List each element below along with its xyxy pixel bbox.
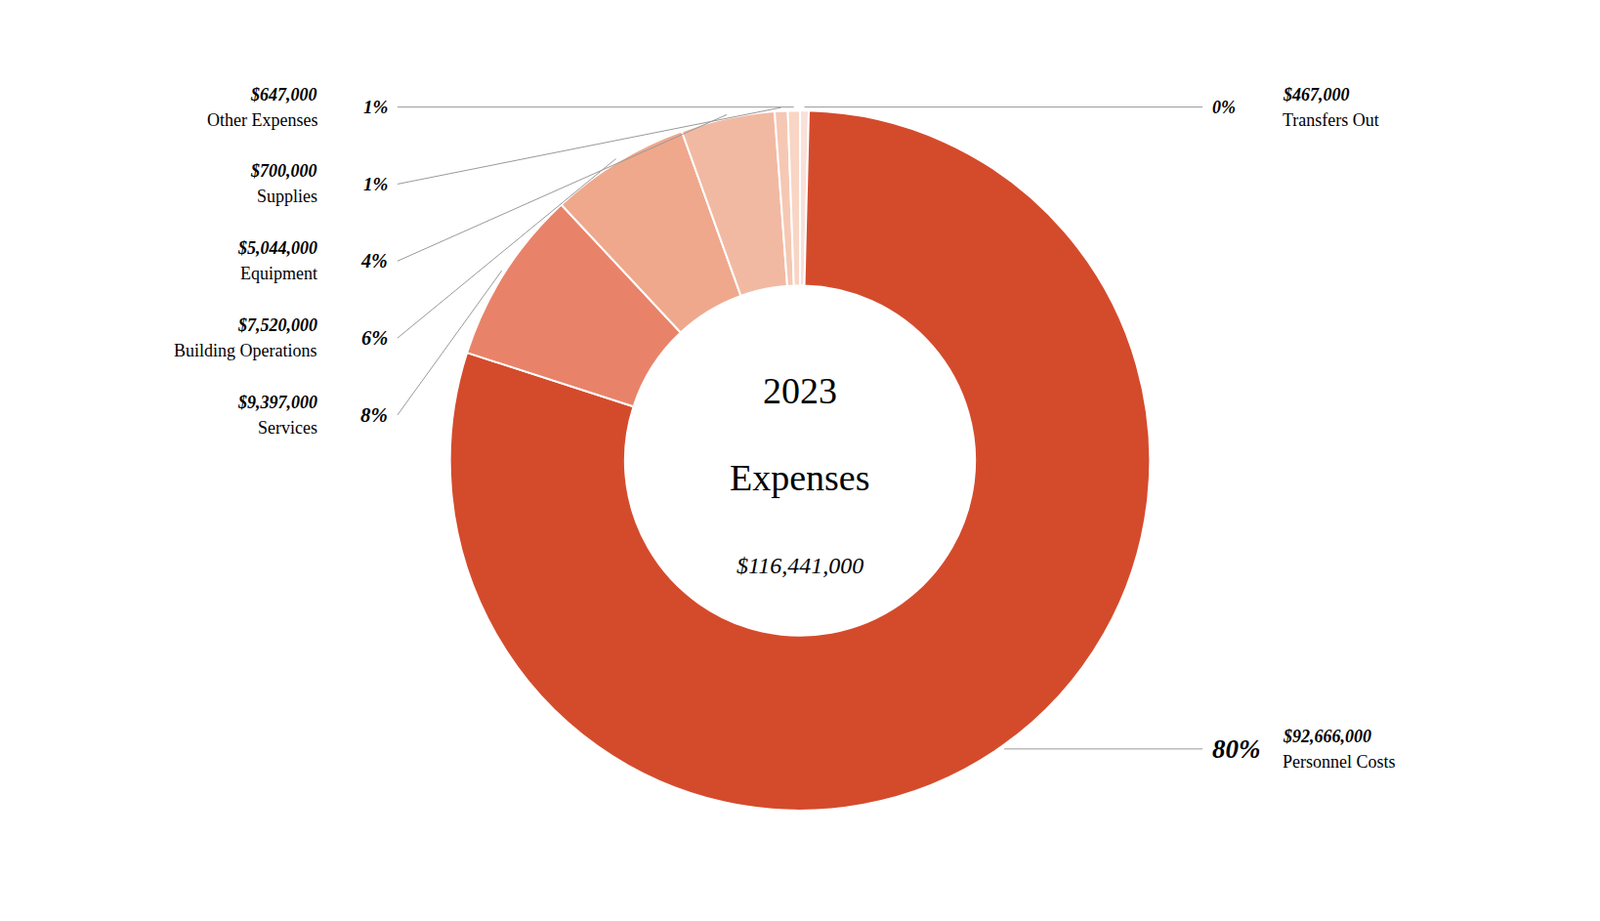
- svg-text:$7,520,000: $7,520,000: [237, 315, 318, 336]
- svg-text:$700,000: $700,000: [250, 161, 318, 181]
- svg-text:8%: 8%: [360, 403, 388, 427]
- svg-text:2023: 2023: [762, 370, 838, 412]
- svg-text:$92,666,000: $92,666,000: [1282, 726, 1372, 747]
- svg-text:Personnel Costs: Personnel Costs: [1282, 752, 1396, 772]
- svg-text:4%: 4%: [360, 250, 388, 272]
- svg-text:Expenses: Expenses: [729, 457, 871, 499]
- svg-text:$9,397,000: $9,397,000: [237, 392, 318, 413]
- svg-text:$647,000: $647,000: [250, 84, 318, 105]
- svg-text:$5,044,000: $5,044,000: [237, 238, 318, 258]
- svg-text:$116,441,000: $116,441,000: [736, 552, 864, 579]
- svg-text:Equipment: Equipment: [240, 263, 318, 284]
- svg-text:Supplies: Supplies: [256, 186, 318, 207]
- svg-text:1%: 1%: [363, 96, 388, 118]
- svg-text:6%: 6%: [361, 327, 388, 349]
- svg-text:Transfers Out: Transfers Out: [1282, 110, 1380, 130]
- svg-text:Services: Services: [257, 418, 318, 438]
- svg-text:Other Expenses: Other Expenses: [207, 110, 318, 130]
- svg-text:80%: 80%: [1212, 734, 1261, 764]
- svg-text:Building Operations: Building Operations: [173, 340, 318, 361]
- svg-text:0%: 0%: [1212, 97, 1236, 118]
- svg-text:1%: 1%: [363, 173, 388, 195]
- svg-text:$467,000: $467,000: [1282, 84, 1350, 105]
